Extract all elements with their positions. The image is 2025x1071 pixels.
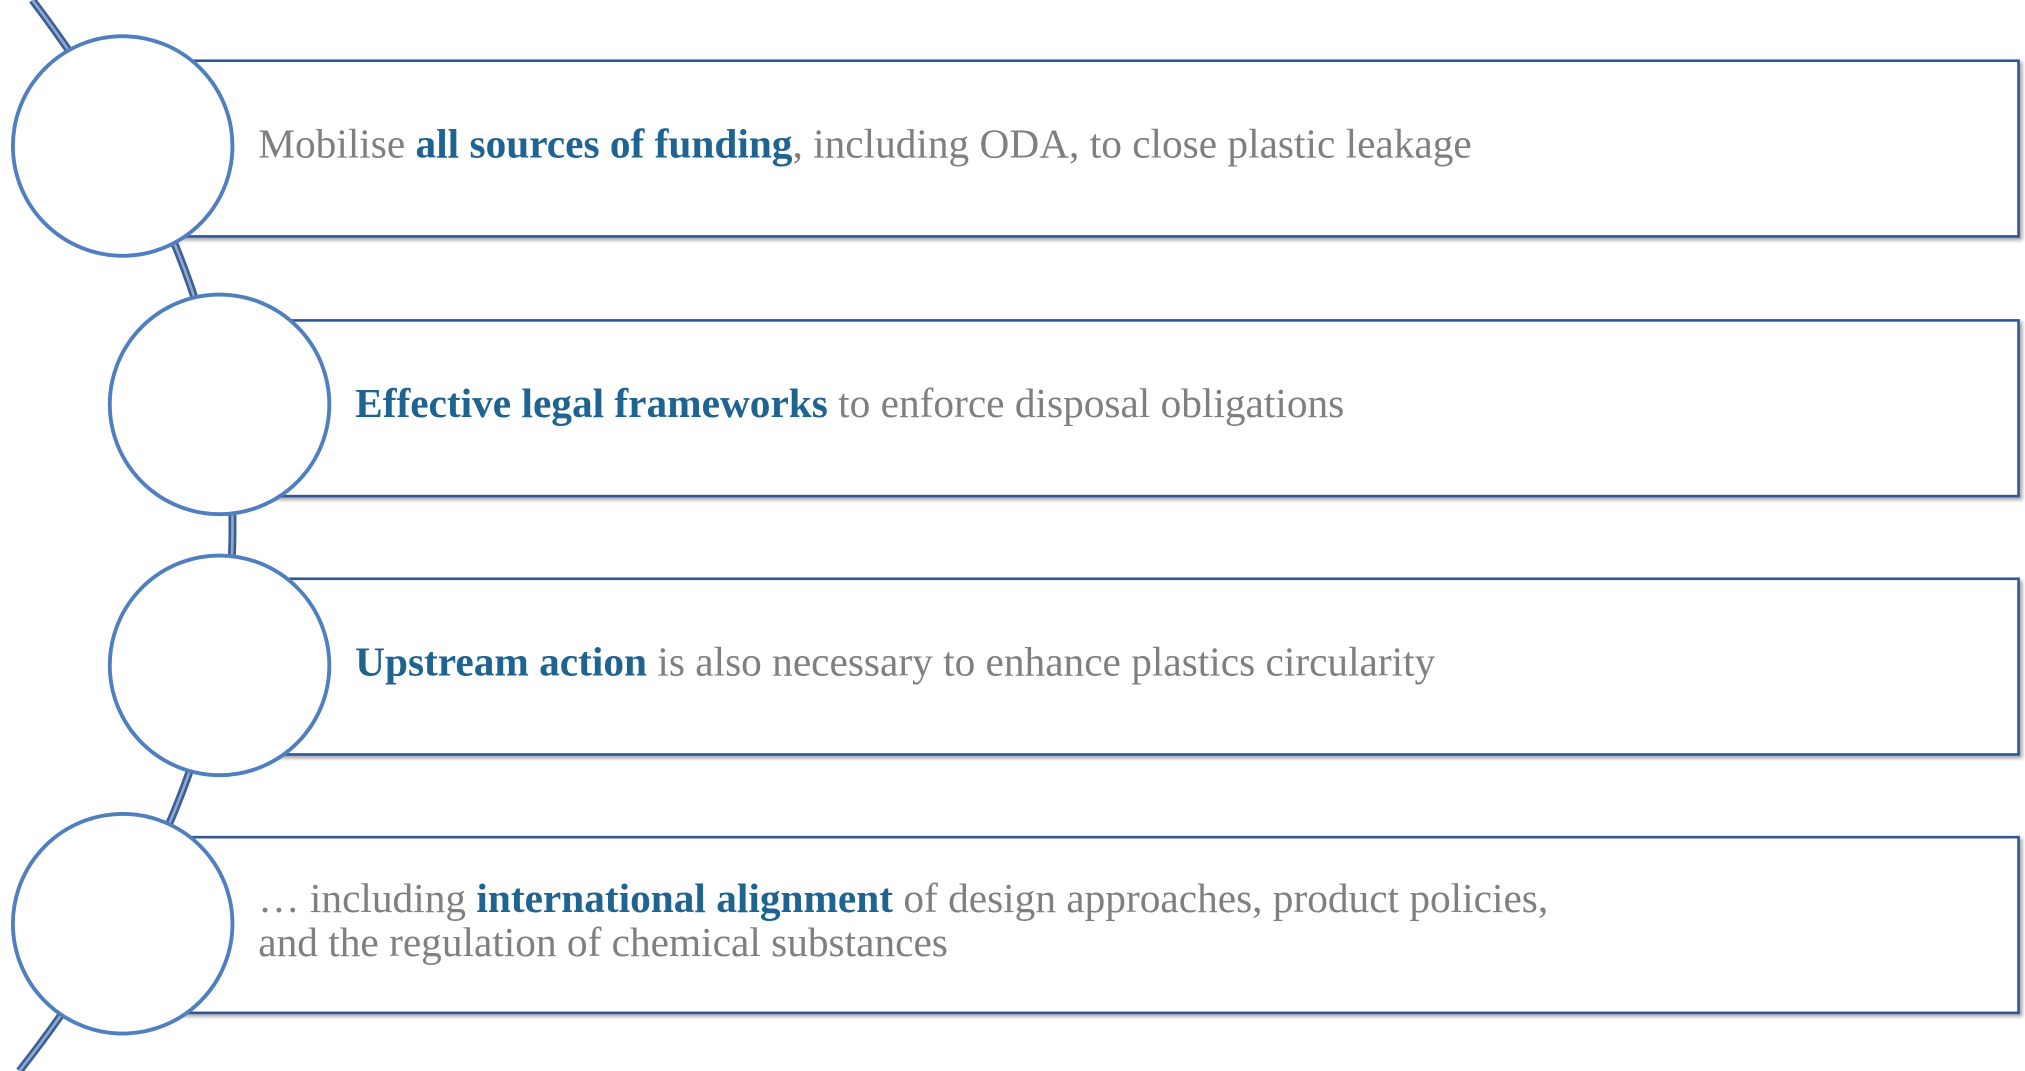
list-item: Upstream action is also necessary to enh… — [107, 553, 2020, 778]
text-run: … including — [258, 876, 476, 922]
text-run: of design approaches, product policies, — [893, 876, 1548, 922]
list-item: Effective legal frameworks to enforce di… — [107, 292, 2020, 517]
item-circle — [10, 34, 235, 258]
item-text: Effective legal frameworks to enforce di… — [355, 381, 1344, 427]
item-circle — [107, 553, 332, 778]
text-run: Mobilise — [258, 121, 415, 167]
item-box — [269, 319, 2020, 498]
item-box — [166, 835, 2020, 1015]
emphasis: international alignment — [476, 876, 893, 922]
list-item: … including international alignment of d… — [10, 811, 2020, 1036]
item-circle — [107, 292, 332, 517]
emphasis: Effective legal frameworks — [355, 381, 828, 427]
text-run: to enforce disposal obligations — [828, 381, 1344, 427]
emphasis: all sources of funding — [416, 121, 793, 167]
text-run: and the regulation of chemical substance… — [258, 919, 948, 965]
list-item: Mobilise all sources of funding, includi… — [10, 34, 2020, 258]
item-text: Upstream action is also necessary to enh… — [355, 639, 1435, 685]
item-circle — [10, 811, 235, 1036]
item-text: Mobilise all sources of funding, includi… — [258, 121, 1472, 167]
text-run: , including ODA, to close plastic leakag… — [792, 121, 1471, 167]
text-run: is also necessary to enhance plastics ci… — [647, 639, 1436, 685]
item-text: … including international alignment of d… — [258, 876, 1548, 966]
emphasis: Upstream action — [355, 639, 647, 685]
